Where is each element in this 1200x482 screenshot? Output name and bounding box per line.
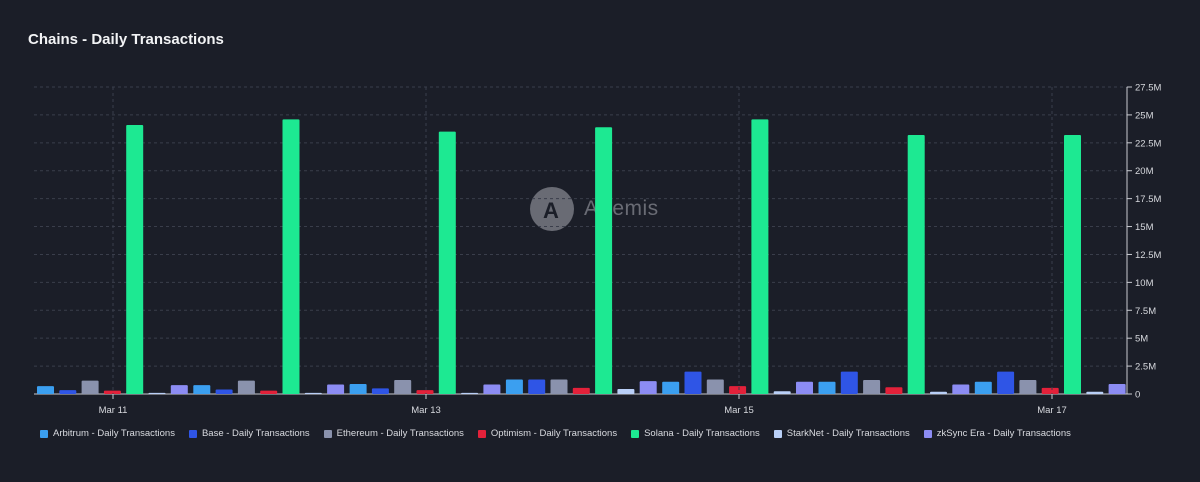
bar: [818, 381, 836, 394]
bar: [282, 119, 300, 394]
legend-label: Ethereum - Daily Transactions: [336, 428, 464, 439]
x-tick-label: Mar 13: [411, 405, 441, 416]
legend-item[interactable]: zkSync Era - Daily Transactions: [923, 428, 1071, 439]
y-tick-label: 22.5M: [1135, 138, 1161, 149]
bar: [662, 381, 680, 394]
y-tick-label: 7.5M: [1135, 306, 1156, 317]
legend-swatch: [477, 429, 486, 438]
bar: [751, 119, 769, 394]
legend-item[interactable]: StarkNet - Daily Transactions: [773, 428, 910, 439]
chart-legend: Arbitrum - Daily Transactions Base - Dail…: [40, 428, 1071, 439]
bar: [170, 385, 188, 394]
bar: [930, 391, 947, 394]
bar: [595, 127, 613, 395]
legend-swatch: [773, 429, 782, 438]
y-tick-label: 10M: [1135, 278, 1154, 289]
bar: [1108, 383, 1126, 394]
y-tick-label: 5M: [1135, 334, 1148, 345]
bar: [974, 381, 992, 394]
bar: [639, 381, 657, 394]
bar: [550, 379, 568, 394]
legend-item[interactable]: Arbitrum - Daily Transactions: [40, 428, 175, 439]
legend-item[interactable]: Optimism - Daily Transactions: [477, 428, 618, 439]
x-tick-label: Mar 17: [1037, 405, 1067, 416]
bar: [59, 390, 77, 394]
legend-label: Optimism - Daily Transactions: [490, 428, 618, 439]
legend-swatch: [631, 429, 640, 438]
legend-label: StarkNet - Daily Transactions: [786, 428, 910, 439]
y-tick-label: 27.5M: [1135, 83, 1161, 94]
bar: [997, 371, 1015, 394]
legend-item[interactable]: Ethereum - Daily Transactions: [323, 428, 464, 439]
bar: [81, 380, 99, 394]
y-tick-label: 15M: [1135, 222, 1154, 233]
bar: [863, 380, 881, 394]
bar: [260, 390, 278, 394]
bar: [148, 392, 166, 394]
y-tick-label: 25M: [1135, 110, 1154, 121]
x-tick-label: Mar 11: [99, 405, 128, 416]
bar: [327, 384, 345, 394]
bar: [528, 379, 546, 394]
bar: [840, 371, 858, 394]
legend-swatch: [923, 429, 932, 438]
bar: [215, 389, 233, 394]
bar: [1019, 380, 1037, 394]
bar: [461, 392, 479, 394]
bar: [729, 386, 747, 394]
legend-swatch: [188, 429, 197, 438]
artemis-watermark: A Artemis: [530, 187, 659, 231]
y-tick-label: 20M: [1135, 166, 1154, 177]
y-tick-label: 12.5M: [1135, 250, 1161, 261]
bar: [617, 388, 635, 394]
bar: [483, 384, 501, 394]
chart-title: Chains - Daily Transactions: [28, 31, 224, 48]
bar: [103, 390, 121, 394]
bar: [1086, 391, 1104, 394]
bar: [394, 380, 412, 394]
legend-label: Base - Daily Transactions: [201, 428, 310, 439]
legend-item[interactable]: Base - Daily Transactions: [188, 428, 310, 439]
bar: [349, 383, 367, 394]
bar: [773, 391, 791, 394]
legend-swatch: [323, 429, 332, 438]
y-tick-label: 17.5M: [1135, 194, 1161, 205]
bar: [907, 135, 925, 394]
bar: [796, 381, 813, 394]
artemis-logo-icon: A: [530, 187, 574, 231]
bar: [572, 387, 590, 394]
bar: [706, 379, 724, 394]
bar: [416, 390, 434, 394]
legend-label: Arbitrum - Daily Transactions: [53, 428, 175, 439]
legend-label: Solana - Daily Transactions: [644, 428, 760, 439]
bar: [193, 385, 211, 394]
bar: [1041, 387, 1059, 394]
bar: [505, 379, 523, 394]
bar: [126, 124, 144, 394]
bar: [371, 388, 389, 394]
bar: [438, 131, 456, 394]
bar: [1064, 135, 1081, 394]
bar: [304, 392, 322, 394]
bar: [684, 371, 702, 394]
bar: [885, 387, 903, 394]
y-tick-label: 2.5M: [1135, 362, 1156, 373]
x-tick-label: Mar 15: [724, 405, 754, 416]
bar: [237, 380, 255, 394]
bar: [37, 386, 54, 394]
y-tick-label: 0: [1135, 390, 1140, 401]
legend-label: zkSync Era - Daily Transactions: [936, 428, 1071, 439]
legend-swatch: [40, 429, 48, 438]
legend-item[interactable]: Solana - Daily Transactions: [631, 428, 760, 439]
bar: [952, 384, 970, 394]
